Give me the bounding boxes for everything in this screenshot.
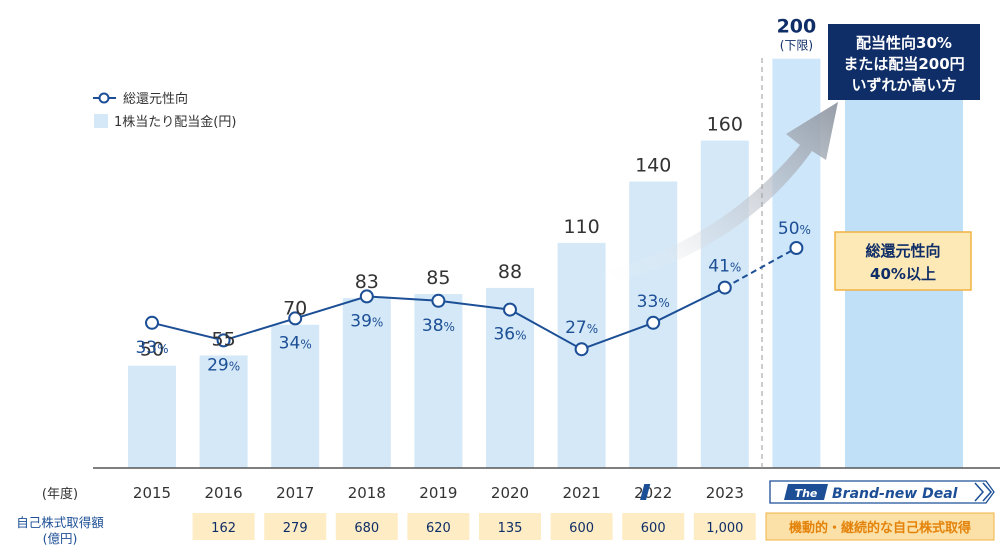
- dividend-label-2016: 55: [212, 328, 236, 350]
- policy-line-1: 配当性向30%: [856, 34, 952, 52]
- year-axis-label: (年度): [42, 486, 78, 502]
- buyback-cell-2017: [264, 513, 327, 540]
- brand-chevron-icon-2: [982, 482, 993, 502]
- total-return-callout: 総還元性向 40%以上: [834, 231, 972, 291]
- dividend-bar-2018: [342, 298, 391, 468]
- total-return-label-forecast: 50%: [778, 219, 811, 239]
- brand-slash-mark: [640, 484, 651, 500]
- total-return-label-2016: 29%: [207, 355, 240, 375]
- year-label-2019: 2019: [419, 484, 457, 502]
- policy-line-2: または配当200円: [843, 55, 964, 73]
- brand-chevron-icon: [974, 482, 985, 502]
- legend-bar-swatch: [94, 114, 108, 128]
- buyback-row-label-2: (億円): [43, 531, 78, 546]
- total-return-point-2021: [574, 342, 589, 357]
- buyback-cell-2018: [335, 513, 398, 540]
- buyback-cell-2020: [479, 513, 541, 540]
- buyback-cell-2022: [622, 513, 685, 540]
- brand-prefix: The: [795, 487, 818, 500]
- policy-line-3: いずれか高い方: [851, 76, 956, 94]
- dividend-label-2022: 140: [635, 154, 671, 176]
- flexible-buyback-box: [765, 512, 995, 541]
- total-return-label-2018: 39%: [350, 311, 383, 331]
- total-return-label-2022: 33%: [637, 292, 670, 312]
- buyback-value-2019: 620: [426, 521, 451, 536]
- total-return-point-2017: [288, 311, 303, 326]
- year-label-2018: 2018: [348, 484, 386, 502]
- year-label-2020: 2020: [491, 484, 529, 502]
- buyback-value-2020: 135: [498, 521, 523, 536]
- dividend-label-forecast: 200: [777, 16, 817, 38]
- total-return-label-2021: 27%: [565, 318, 598, 338]
- year-label-2021: 2021: [563, 484, 601, 502]
- dividend-bar-2019: [414, 294, 463, 468]
- legend-label-dividend: 1株当たり配当金(円): [114, 114, 236, 130]
- growth-arrow: [600, 102, 838, 285]
- dividend-label-2019: 85: [426, 267, 450, 289]
- dividend-bar-2016: [199, 355, 248, 468]
- buyback-value-2016: 162: [211, 521, 236, 536]
- dividend-bar-2017: [271, 324, 320, 468]
- buyback-value-2018: 680: [354, 521, 379, 536]
- dividend-label-2015: 50: [140, 339, 164, 361]
- year-label-2023: 2023: [706, 484, 744, 502]
- brand-the-badge: [784, 484, 828, 500]
- dividend-label-2021: 110: [563, 216, 599, 238]
- legend-marker-swatch: [98, 92, 110, 104]
- buyback-value-2017: 279: [283, 521, 308, 536]
- dividend-bar-2023: [700, 140, 749, 468]
- dividend-label-2018: 83: [355, 271, 379, 293]
- buyback-value-2021: 600: [569, 521, 594, 536]
- dividend-label-2017: 70: [283, 298, 307, 320]
- total-return-point-2023: [717, 280, 732, 295]
- total-return-line-1: 総還元性向: [865, 242, 940, 260]
- buyback-cell-2021: [550, 513, 613, 540]
- dividend-label-2023: 160: [707, 114, 743, 136]
- total-return-label-2015: 33%: [135, 338, 168, 358]
- legend: 総還元性向 1株当たり配当金(円): [93, 91, 236, 130]
- buyback-row-label-1: 自己株式取得額: [16, 515, 104, 530]
- buyback-cell-2016: [192, 513, 255, 540]
- year-label-2022: 2022: [634, 484, 672, 502]
- total-return-line-2: 40%以上: [870, 265, 936, 283]
- total-return-box: [834, 231, 972, 291]
- buyback-cell-2019: [407, 513, 470, 540]
- total-return-point-2016: [216, 333, 231, 348]
- total-return-label-2017: 34%: [279, 333, 312, 353]
- total-return-forecast-line: [724, 247, 797, 289]
- policy-callout-box: [828, 24, 980, 100]
- dividend-note-forecast: (下限): [780, 39, 813, 53]
- total-return-point-2015: [145, 315, 159, 330]
- total-return-point-2019: [431, 293, 446, 308]
- buyback-value-2022: 600: [641, 521, 666, 536]
- dividend-label-2020: 88: [498, 261, 522, 283]
- buyback-value-2023: 1,000: [706, 521, 743, 536]
- legend-label-total-return: 総還元性向: [123, 91, 188, 107]
- flexible-buyback-text: 機動的・継続的な自己株式取得: [789, 520, 971, 536]
- year-label-2015: 2015: [133, 484, 171, 502]
- total-return-point-forecast: [789, 241, 804, 255]
- year-label-2017: 2017: [276, 484, 314, 502]
- year-label-2016: 2016: [205, 484, 243, 502]
- total-return-point-2022: [646, 315, 661, 330]
- total-return-label-2020: 36%: [493, 325, 526, 345]
- brand-new-deal-banner: The Brand-new Deal: [640, 480, 995, 504]
- dividend-bar-2015: [128, 365, 176, 468]
- payout-policy-callout: 配当性向30% または配当200円 いずれか高い方: [828, 24, 980, 100]
- total-return-point-2020: [503, 302, 517, 317]
- flexible-buyback-cell: 機動的・継続的な自己株式取得: [765, 512, 995, 541]
- total-return-label-2019: 38%: [422, 316, 455, 336]
- total-return-point-2018: [359, 289, 374, 304]
- brand-name: Brand-new Deal: [832, 486, 958, 502]
- total-return-label-2023: 41%: [708, 257, 741, 277]
- buyback-cell-2023: [693, 513, 756, 540]
